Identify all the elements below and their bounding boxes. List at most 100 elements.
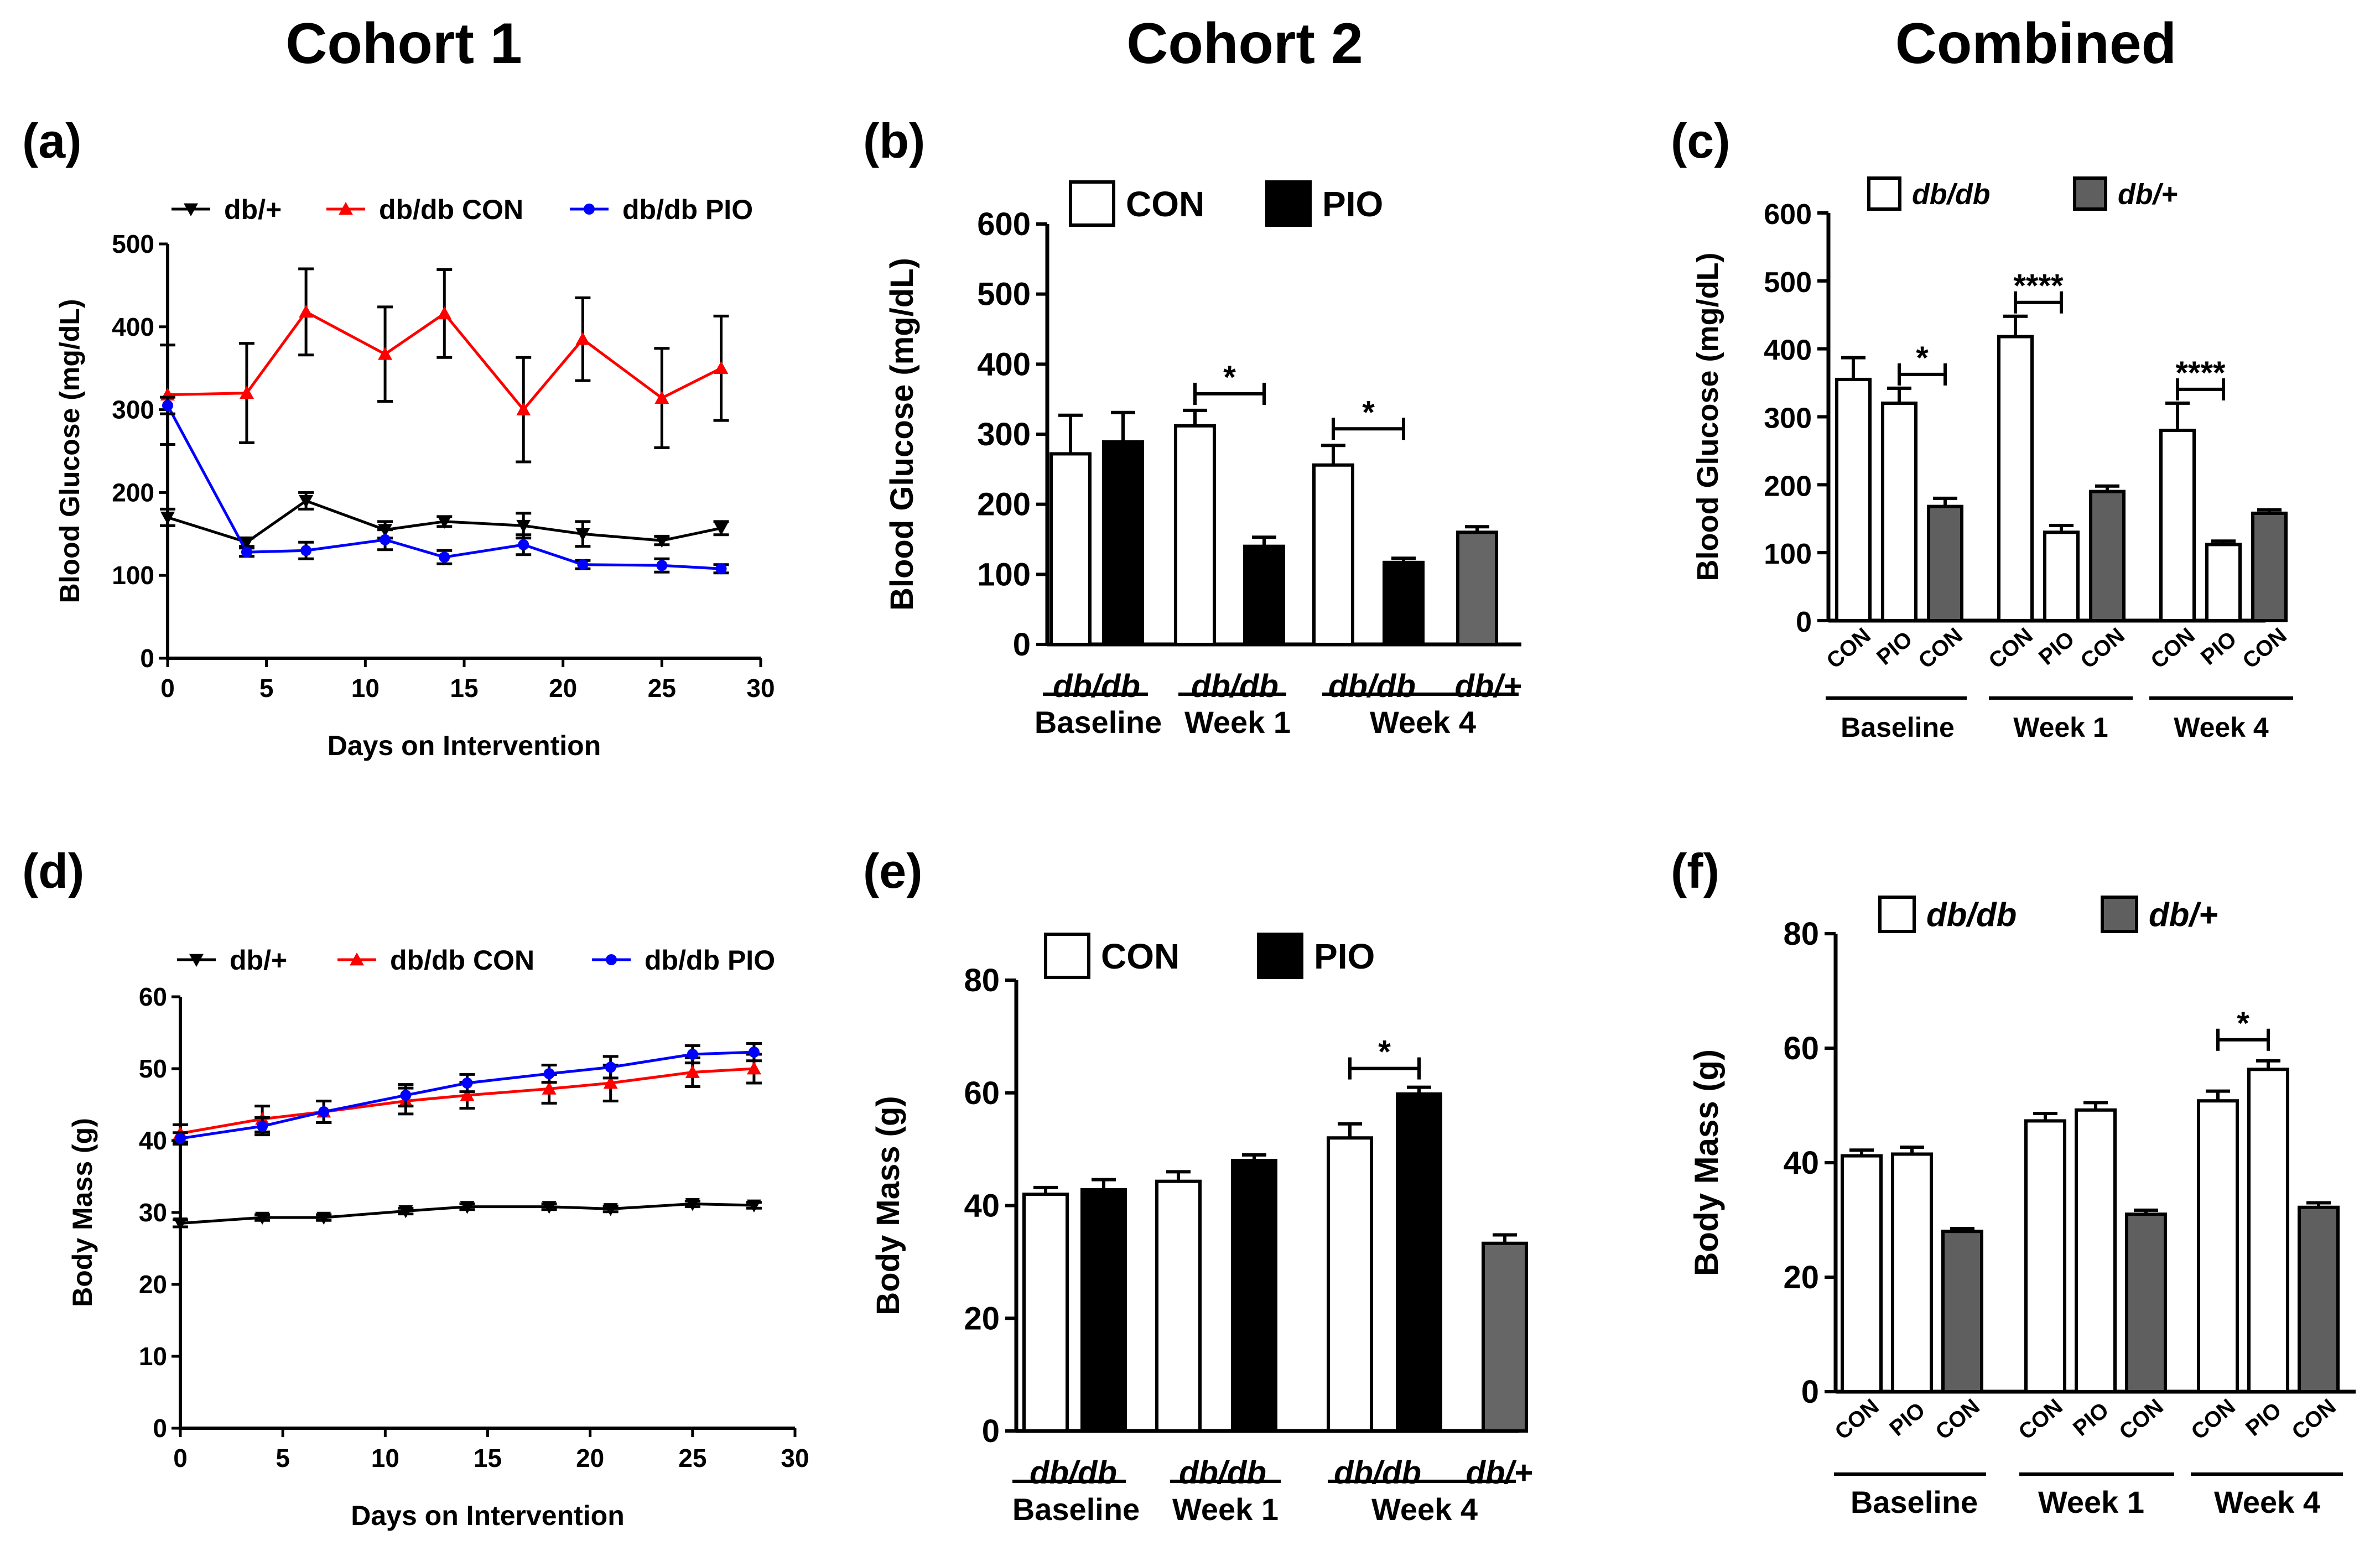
column-title-cohort-2: Cohort 2 (1126, 12, 1363, 76)
legend-label: PIO (1322, 184, 1383, 224)
data-point (603, 1203, 618, 1216)
data-point (542, 1201, 557, 1214)
bar-category-label: CON (1914, 623, 1967, 674)
y-axis-label: Blood Glucose (mg/dL) (884, 258, 920, 611)
y-tick-label: 0 (1013, 627, 1031, 663)
legend-marker (189, 954, 204, 967)
data-point (575, 528, 590, 542)
data-point (460, 1088, 475, 1101)
bar-category-label: PIO (2034, 627, 2079, 670)
data-point (603, 1076, 618, 1089)
y-tick-label: 300 (1764, 403, 1812, 435)
x-tick-label: 25 (678, 1444, 706, 1472)
bar (1231, 1159, 1277, 1433)
bar (1927, 504, 1963, 623)
bar-category-label: CON (1931, 1394, 1984, 1445)
data-point (173, 1126, 188, 1139)
bar (1997, 335, 2034, 622)
y-tick-label: 10 (139, 1342, 167, 1371)
y-axis-label: Body Mass (g) (67, 1118, 98, 1307)
bar-category-label: CON (1822, 623, 1875, 674)
y-tick-label: 60 (964, 1075, 1000, 1111)
strain-label: db/db (1328, 668, 1416, 704)
legend-marker (350, 953, 364, 966)
bar-category-label: CON (2114, 1394, 2168, 1445)
series-line (180, 1067, 755, 1135)
legend-swatch (1878, 896, 1916, 933)
data-point (239, 536, 254, 550)
data-point (173, 1217, 188, 1231)
data-point (714, 522, 729, 535)
bar (1312, 463, 1354, 646)
data-point (460, 1201, 475, 1214)
bar-category-label: CON (2076, 623, 2129, 674)
y-tick-label: 500 (1764, 267, 1812, 299)
y-tick-label: 600 (977, 206, 1031, 242)
panel-label: (f) (1671, 844, 1719, 898)
strain-label: db/+ (1455, 668, 1522, 704)
legend-label: db/db PIO (645, 945, 775, 976)
y-axis-label: Body Mass (g) (1688, 1049, 1725, 1276)
bar (1327, 1136, 1373, 1433)
bar-category-label: CON (2146, 623, 2199, 674)
legend-label: db/+ (230, 945, 287, 976)
legend-swatch (1265, 180, 1312, 227)
bar (1102, 440, 1144, 647)
bar (1049, 452, 1092, 646)
legend-label: db/db CON (379, 194, 523, 225)
y-tick-label: 500 (977, 277, 1031, 313)
group-label: Baseline (1035, 705, 1162, 740)
legend-marker (606, 954, 617, 965)
y-tick-label: 600 (1764, 199, 1812, 231)
bar-category-label: PIO (2196, 627, 2241, 670)
legend-label: PIO (1314, 936, 1375, 976)
bar (2159, 429, 2196, 622)
data-point (299, 495, 314, 508)
x-tick-label: 10 (371, 1444, 399, 1472)
significance-label: * (1916, 340, 1929, 376)
y-tick-label: 500 (112, 230, 154, 258)
y-tick-label: 400 (112, 313, 154, 341)
y-tick-label: 0 (140, 644, 154, 673)
y-tick-label: 0 (1801, 1374, 1819, 1410)
bar-category-label: CON (2238, 623, 2291, 674)
data-point (316, 1211, 331, 1225)
bar-category-label: PIO (1885, 1398, 1930, 1441)
bar-category-label: CON (1984, 623, 2037, 674)
y-tick-label: 100 (977, 556, 1031, 592)
column-title-combined: Combined (1895, 12, 2177, 76)
y-tick-label: 20 (964, 1300, 1000, 1336)
legend-marker (339, 202, 353, 215)
legend-label: db/db CON (390, 945, 534, 976)
bar (2089, 490, 2126, 622)
data-point (748, 1047, 760, 1058)
x-axis-label: Days on Intervention (351, 1500, 625, 1531)
y-tick-label: 50 (139, 1054, 167, 1083)
bar (2043, 530, 2080, 622)
y-tick-label: 60 (1783, 1030, 1819, 1066)
x-tick-label: 0 (160, 674, 175, 702)
y-tick-label: 200 (1764, 470, 1812, 502)
y-tick-label: 300 (112, 395, 154, 424)
x-tick-label: 25 (648, 674, 676, 702)
x-tick-label: 5 (259, 674, 274, 702)
y-tick-label: 20 (1783, 1259, 1819, 1295)
y-tick-label: 0 (153, 1414, 167, 1443)
significance-label: **** (2175, 355, 2226, 391)
legend-swatch (1867, 176, 1901, 211)
series-line (166, 404, 721, 570)
significance-label: * (2237, 1006, 2249, 1042)
y-axis-label: Blood Glucose (mg/dL) (1691, 253, 1724, 581)
bar-category-label: CON (2186, 1394, 2239, 1445)
x-tick-label: 15 (450, 674, 478, 702)
bar-category-label: CON (1830, 1394, 1883, 1445)
y-tick-label: 80 (964, 962, 1000, 998)
x-tick-label: 5 (276, 1444, 290, 1472)
bar-category-label: CON (2014, 1394, 2067, 1445)
data-point (255, 1211, 270, 1225)
significance-label: **** (2013, 268, 2064, 304)
